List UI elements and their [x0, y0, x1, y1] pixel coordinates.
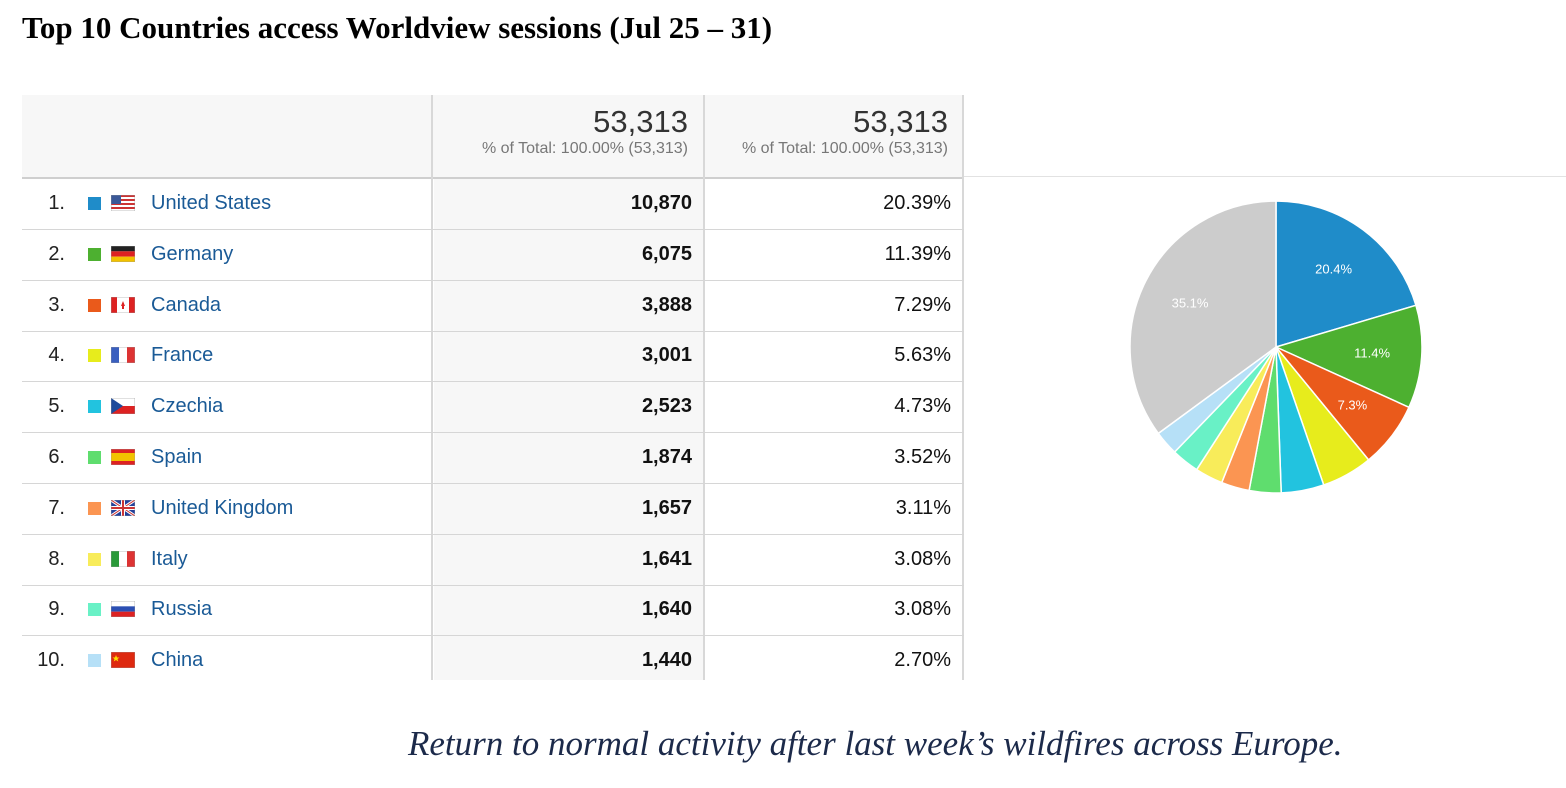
- sessions-value: 1,657: [641, 496, 692, 519]
- legend-swatch: [88, 298, 101, 312]
- page-title: Top 10 Countries access Worldview sessio…: [22, 10, 773, 45]
- gb-flag-icon: [111, 499, 135, 516]
- column-divider: [962, 95, 964, 680]
- sessions-value: 2,523: [641, 395, 692, 418]
- pie-slice-label: 11.4%: [1354, 346, 1390, 361]
- row-rank: 2.: [48, 242, 65, 265]
- row-rank: 3.: [48, 293, 65, 316]
- table-row: 1. United States 10,870 20.39%: [22, 179, 964, 230]
- percent-value: 20.39%: [883, 192, 951, 214]
- sessions-value: 1,440: [641, 649, 692, 672]
- row-rank: 7.: [48, 496, 65, 519]
- legend-swatch: [88, 501, 101, 515]
- legend-swatch: [88, 247, 101, 261]
- row-rank: 1.: [48, 192, 65, 214]
- de-flag-icon: [111, 245, 135, 262]
- es-flag-icon: [111, 449, 135, 465]
- country-link[interactable]: United States: [151, 192, 272, 214]
- percent-value: 11.39%: [884, 242, 951, 265]
- table-row: 10. China 1,440 2.70%: [22, 636, 964, 686]
- header-percent-subtotal: % of Total: 100.00% (53,313): [741, 140, 948, 157]
- table-header: [22, 95, 964, 179]
- ru-flag-icon: [111, 601, 135, 618]
- percent-value: 5.63%: [894, 344, 951, 367]
- header-divider: [964, 176, 1566, 177]
- country-link[interactable]: Germany: [151, 242, 234, 265]
- row-rank: 5.: [48, 395, 65, 418]
- sessions-value: 6,075: [641, 242, 692, 265]
- percent-value: 3.08%: [894, 598, 951, 621]
- pie-slice: [1275, 200, 1417, 349]
- legend-swatch: [88, 552, 101, 566]
- legend-swatch: [88, 603, 101, 617]
- country-link[interactable]: Russia: [151, 598, 213, 621]
- country-link[interactable]: Spain: [151, 446, 203, 468]
- legend-swatch: [88, 349, 101, 363]
- sessions-value: 3,001: [641, 344, 692, 367]
- ca-flag-icon: [111, 296, 135, 313]
- legend-swatch: [88, 400, 101, 414]
- country-link[interactable]: France: [151, 344, 214, 367]
- cz-flag-icon: [111, 398, 135, 415]
- percent-value: 3.11%: [895, 496, 951, 519]
- country-link[interactable]: Italy: [151, 547, 188, 570]
- percent-value: 3.08%: [894, 547, 951, 570]
- header-sessions-value: 53,313: [593, 104, 688, 139]
- country-link[interactable]: Canada: [151, 293, 222, 316]
- row-rank: 6.: [48, 446, 65, 468]
- us-flag-icon: [111, 195, 135, 211]
- row-rank: 8.: [48, 547, 65, 570]
- pie-slice-label: 7.3%: [1338, 398, 1368, 413]
- header-percent-value: 53,313: [853, 104, 948, 139]
- pie-slice-label: 20.4%: [1315, 262, 1352, 277]
- table-row: 6. Spain 1,874 3.52%: [22, 433, 964, 484]
- column-divider: [703, 95, 705, 680]
- column-divider: [431, 95, 433, 680]
- pie-chart: 20.4% 11.4% 7.3% 35.1%: [1129, 200, 1423, 494]
- table-row: 3. Canada 3,888 7.29%: [22, 281, 964, 332]
- header-sessions-subtotal: % of Total: 100.00% (53,313): [481, 140, 688, 157]
- pie-slice: [1129, 200, 1277, 435]
- pie-slice-label: 35.1%: [1172, 295, 1209, 310]
- table-row: 2. Germany 6,075 11.39%: [22, 230, 964, 281]
- header-percent-total: 53,313 % of Total: 100.00% (53,313): [706, 95, 948, 177]
- countries-table: 53,313 % of Total: 100.00% (53,313) 53,3…: [22, 95, 964, 680]
- country-link[interactable]: United Kingdom: [151, 496, 294, 519]
- cn-flag-icon: [111, 652, 135, 669]
- legend-swatch: [88, 451, 101, 464]
- caption: Return to normal activity after last wee…: [408, 724, 1343, 763]
- percent-value: 7.29%: [894, 293, 951, 316]
- table-row: 9. Russia 1,640 3.08%: [22, 585, 964, 637]
- row-rank: 9.: [48, 598, 65, 621]
- row-rank: 10.: [37, 649, 65, 672]
- sessions-value: 1,640: [641, 598, 692, 621]
- legend-swatch: [88, 654, 101, 668]
- sessions-value: 1,874: [641, 446, 692, 468]
- it-flag-icon: [111, 550, 135, 567]
- percent-value: 4.73%: [894, 395, 951, 418]
- sessions-column-background: [434, 179, 704, 680]
- table-row: 4. France 3,001 5.63%: [22, 331, 964, 383]
- country-link[interactable]: Czechia: [151, 395, 224, 418]
- row-rank: 4.: [48, 344, 65, 367]
- country-link[interactable]: China: [151, 649, 204, 672]
- fr-flag-icon: [111, 347, 135, 364]
- table-row: 8. Italy 1,641 3.08%: [22, 535, 964, 586]
- legend-swatch: [88, 197, 101, 210]
- sessions-value: 1,641: [641, 547, 692, 570]
- pie-slice: [1273, 304, 1423, 409]
- sessions-value: 3,888: [641, 293, 692, 316]
- table-row: 7. United Kingdom 1,657 3.11%: [22, 484, 964, 535]
- percent-value: 2.70%: [894, 649, 951, 672]
- percent-value: 3.52%: [894, 446, 951, 468]
- sessions-value: 10,870: [630, 192, 692, 214]
- table-row: 5. Czechia 2,523 4.73%: [22, 382, 964, 434]
- header-sessions-total: 53,313 % of Total: 100.00% (53,313): [434, 95, 688, 177]
